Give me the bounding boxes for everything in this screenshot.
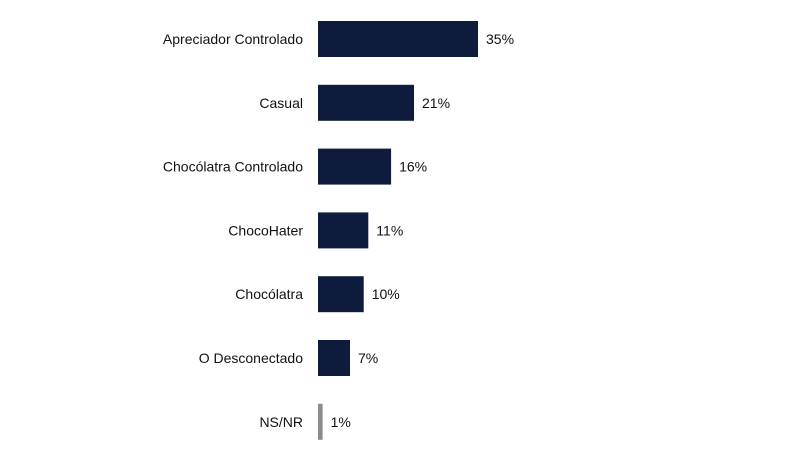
labels-layer: Apreciador Controlado 35% Casual 21% Chocóla… xyxy=(163,31,514,430)
category-label-chocohater: ChocoHater xyxy=(228,222,303,238)
category-label-chocolatra-controlado: Chocólatra Controlado xyxy=(163,159,303,175)
bars-layer xyxy=(318,21,478,440)
category-label-ns-nr: NS/NR xyxy=(259,414,303,430)
bar-casual xyxy=(318,84,414,121)
bar-apreciador-controlado xyxy=(318,21,478,57)
bar-ns-nr xyxy=(318,403,323,440)
value-label-apreciador-controlado: 35% xyxy=(486,31,514,47)
bar-chocolatra-controlado xyxy=(318,148,392,185)
value-label-o-desconectado: 7% xyxy=(358,350,378,366)
bar-chocolatra xyxy=(318,276,364,313)
value-label-chocolatra-controlado: 16% xyxy=(399,159,427,175)
bar-chocohater xyxy=(318,212,369,249)
category-label-o-desconectado: O Desconectado xyxy=(199,350,303,366)
value-label-chocohater: 11% xyxy=(376,222,403,238)
category-label-chocolatra: Chocólatra xyxy=(235,286,303,302)
value-label-ns-nr: 1% xyxy=(331,414,351,430)
value-label-chocolatra: 10% xyxy=(372,286,400,302)
category-label-casual: Casual xyxy=(259,95,303,111)
value-label-casual: 21% xyxy=(422,95,450,111)
category-label-apreciador-controlado: Apreciador Controlado xyxy=(163,31,303,47)
bar-o-desconectado xyxy=(318,340,350,376)
